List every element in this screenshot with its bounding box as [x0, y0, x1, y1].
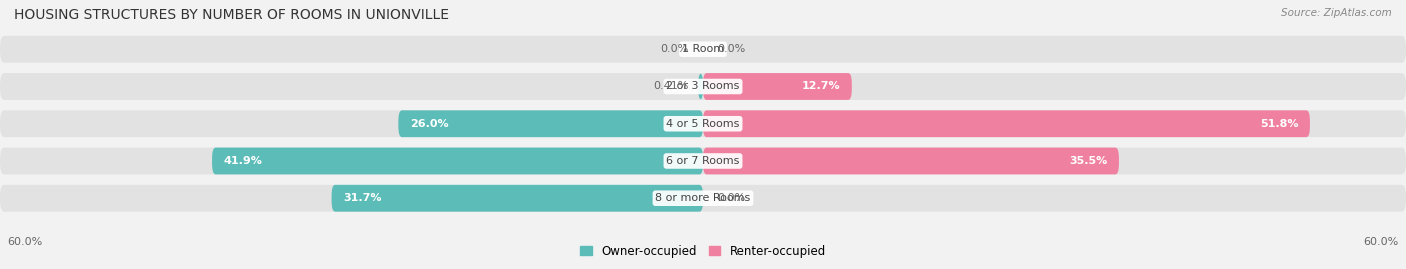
Text: HOUSING STRUCTURES BY NUMBER OF ROOMS IN UNIONVILLE: HOUSING STRUCTURES BY NUMBER OF ROOMS IN… [14, 8, 449, 22]
Text: 60.0%: 60.0% [1364, 237, 1399, 247]
Text: 0.41%: 0.41% [654, 82, 689, 91]
Text: Source: ZipAtlas.com: Source: ZipAtlas.com [1281, 8, 1392, 18]
Text: 26.0%: 26.0% [411, 119, 449, 129]
FancyBboxPatch shape [703, 73, 852, 100]
Text: 1 Room: 1 Room [682, 44, 724, 54]
Text: 41.9%: 41.9% [224, 156, 263, 166]
Text: 12.7%: 12.7% [801, 82, 841, 91]
FancyBboxPatch shape [0, 148, 1406, 174]
FancyBboxPatch shape [0, 36, 1406, 63]
FancyBboxPatch shape [0, 110, 1406, 137]
Text: 60.0%: 60.0% [7, 237, 42, 247]
Text: 0.0%: 0.0% [717, 193, 745, 203]
FancyBboxPatch shape [212, 148, 703, 174]
FancyBboxPatch shape [699, 73, 703, 100]
FancyBboxPatch shape [0, 73, 1406, 100]
Text: 8 or more Rooms: 8 or more Rooms [655, 193, 751, 203]
FancyBboxPatch shape [332, 185, 703, 212]
Text: 0.0%: 0.0% [717, 44, 745, 54]
FancyBboxPatch shape [398, 110, 703, 137]
Text: 0.0%: 0.0% [661, 44, 689, 54]
Text: 4 or 5 Rooms: 4 or 5 Rooms [666, 119, 740, 129]
Text: 2 or 3 Rooms: 2 or 3 Rooms [666, 82, 740, 91]
FancyBboxPatch shape [703, 110, 1310, 137]
Text: 31.7%: 31.7% [343, 193, 382, 203]
FancyBboxPatch shape [703, 148, 1119, 174]
Text: 6 or 7 Rooms: 6 or 7 Rooms [666, 156, 740, 166]
Text: 51.8%: 51.8% [1260, 119, 1298, 129]
Text: 35.5%: 35.5% [1069, 156, 1108, 166]
Legend: Owner-occupied, Renter-occupied: Owner-occupied, Renter-occupied [579, 245, 827, 258]
FancyBboxPatch shape [0, 185, 1406, 212]
